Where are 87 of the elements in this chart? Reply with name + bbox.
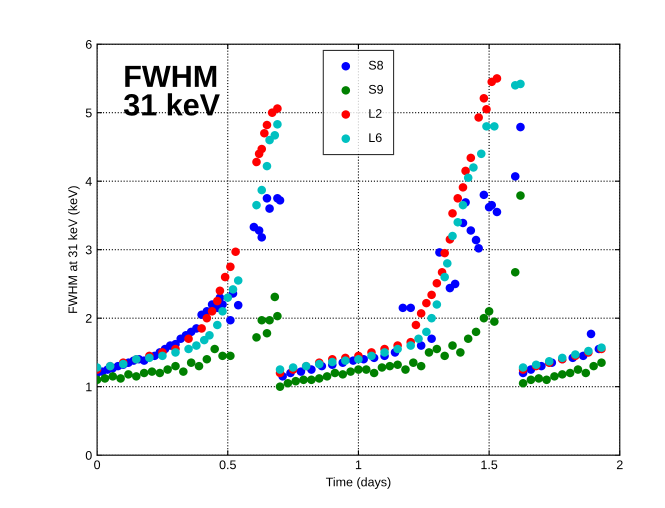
point xyxy=(228,285,238,294)
point xyxy=(354,354,363,364)
legend-label: S8 xyxy=(368,60,384,70)
point xyxy=(469,163,478,172)
legend-label: S9 xyxy=(368,84,383,94)
point xyxy=(476,150,486,158)
x-tick-label: 0 xyxy=(94,460,100,470)
point xyxy=(213,320,222,330)
point xyxy=(393,344,402,354)
point xyxy=(482,122,491,131)
point xyxy=(213,296,222,306)
point xyxy=(171,348,180,357)
point xyxy=(443,259,452,268)
point xyxy=(226,262,235,272)
point xyxy=(453,218,462,227)
point xyxy=(262,120,272,130)
point xyxy=(422,328,431,336)
point xyxy=(205,331,214,340)
point xyxy=(448,232,457,240)
point xyxy=(453,194,462,203)
x-tick-label: 1 xyxy=(356,460,362,470)
y-tick-label: 3 xyxy=(86,245,92,254)
point xyxy=(202,314,212,322)
annotation: FWHM 31 keV xyxy=(124,66,220,116)
point xyxy=(184,344,193,354)
point xyxy=(273,120,282,129)
point xyxy=(464,173,472,182)
point xyxy=(458,200,468,210)
point xyxy=(380,348,389,357)
point xyxy=(276,365,284,374)
x-axis-title: Time (days) xyxy=(326,477,390,489)
x-tick-label: 1.5 xyxy=(481,460,498,470)
legend-label: L2 xyxy=(369,109,382,118)
legend-label: L6 xyxy=(369,133,382,142)
point xyxy=(412,320,420,330)
point xyxy=(440,248,449,258)
point xyxy=(427,290,436,300)
point xyxy=(474,113,483,122)
point xyxy=(416,309,426,318)
point xyxy=(208,307,216,316)
point xyxy=(422,298,431,308)
point xyxy=(516,80,525,88)
point xyxy=(480,94,488,103)
y-tick-label: 5 xyxy=(86,108,92,118)
point xyxy=(406,341,415,350)
x-tick-label: 2 xyxy=(616,460,623,470)
point xyxy=(461,166,470,176)
y-axis-title: FWHM at 31 keV (keV) xyxy=(68,186,80,313)
y-tick-label: 6 xyxy=(86,40,92,49)
y-tick-label: 0 xyxy=(86,450,92,460)
point xyxy=(367,352,376,360)
point xyxy=(490,122,499,131)
point xyxy=(341,356,350,365)
point xyxy=(458,183,468,192)
y-tick-label: 2 xyxy=(86,314,92,323)
point xyxy=(200,336,209,344)
point xyxy=(466,154,476,162)
x-tick-label: 0.5 xyxy=(220,460,236,470)
point xyxy=(257,186,266,194)
point xyxy=(223,293,232,302)
point xyxy=(270,131,280,140)
point xyxy=(448,209,457,218)
point xyxy=(482,104,491,114)
point xyxy=(260,128,269,138)
point xyxy=(197,324,206,333)
point xyxy=(184,334,193,344)
point xyxy=(440,272,449,282)
point xyxy=(192,341,201,350)
point xyxy=(414,334,423,344)
point xyxy=(432,278,442,288)
point xyxy=(216,286,224,296)
point xyxy=(220,272,230,282)
point xyxy=(328,358,337,366)
point xyxy=(492,74,502,83)
point xyxy=(252,200,261,210)
point xyxy=(427,314,436,322)
point xyxy=(234,276,242,285)
point xyxy=(432,300,442,309)
y-tick-label: 1 xyxy=(86,382,92,392)
point xyxy=(218,307,227,316)
point xyxy=(257,144,266,154)
point xyxy=(262,162,272,170)
point xyxy=(252,158,261,166)
point xyxy=(158,352,167,360)
y-tick-label: 4 xyxy=(86,177,92,186)
point xyxy=(231,247,240,256)
point xyxy=(273,104,282,113)
